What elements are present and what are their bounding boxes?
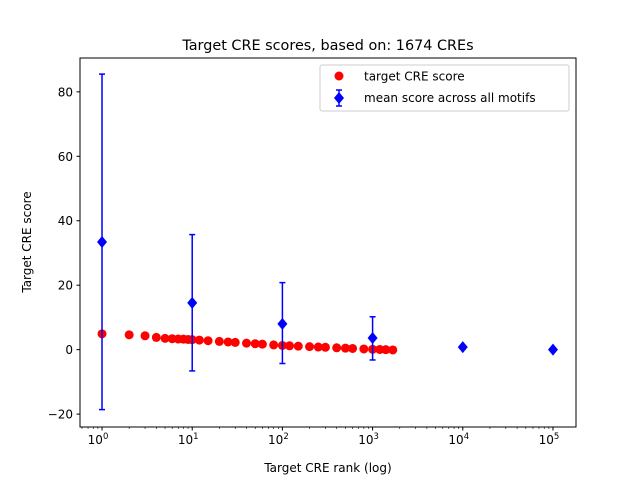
target-cre-score-point [151,332,161,342]
target-cre-score-point [359,344,369,354]
plot-area [97,73,558,411]
target-cre-score-point [140,331,150,341]
target-cre-score-point [194,335,204,345]
legend: target CRE score mean score across all m… [319,64,570,112]
target-cre-score-point [203,336,213,346]
y-tick-label: 80 [58,85,73,99]
target-cre-score-point [388,345,398,355]
mean-score-point [547,343,558,356]
target-cre-score-point [223,337,233,347]
legend-marker-target-cre-score [334,71,344,81]
target-cre-score-point [242,338,252,348]
y-tick-label: −20 [48,408,73,422]
x-axis: 100 101 102 103 104 105 [81,427,560,447]
mean-score-point [97,236,108,249]
target-cre-score-point [340,343,350,353]
y-axis: −20 0 20 40 60 80 [48,85,80,422]
target-cre-score-point [257,339,267,349]
x-tick-label: 104 [448,432,469,447]
y-tick-label: 20 [58,279,73,293]
y-axis-label: Target CRE score [20,191,34,293]
mean-score-point [367,332,378,345]
x-tick-label: 101 [178,432,199,447]
target-cre-score-point [160,333,170,343]
target-cre-score-point [305,342,315,352]
y-tick-label: 60 [58,150,73,164]
mean-score-point [187,296,198,309]
legend-label-target-cre-score: target CRE score [364,70,465,84]
y-tick-label: 40 [58,214,73,228]
x-tick-label: 103 [358,432,379,447]
target-cre-score-point [313,342,323,352]
legend-marker-mean-score [334,92,344,104]
target-cre-score-point [293,341,303,351]
y-tick-label: 0 [65,343,73,357]
target-cre-score-point [214,336,224,346]
target-cre-score-point [230,337,240,347]
target-cre-score-point [332,343,342,353]
x-tick-label: 100 [88,432,109,447]
x-axis-label: Target CRE rank (log) [263,461,391,475]
mean-score-point [277,317,288,330]
target-cre-score-point [381,345,391,355]
legend-label-mean-score: mean score across all motifs [364,91,536,105]
axes-frame [79,57,577,428]
target-cre-score-point [269,340,279,350]
x-tick-label: 105 [539,432,560,447]
x-tick-label: 102 [268,432,289,447]
target-cre-score-point [124,330,134,340]
mean-score-point [457,341,468,354]
target-cre-score-point [250,339,260,349]
target-cre-score-point [320,342,330,352]
target-cre-score-point [285,341,295,351]
chart-title: Target CRE scores, based on: 1674 CREs [181,38,473,54]
legend-box [319,64,570,112]
target-cre-score-point [348,343,358,353]
